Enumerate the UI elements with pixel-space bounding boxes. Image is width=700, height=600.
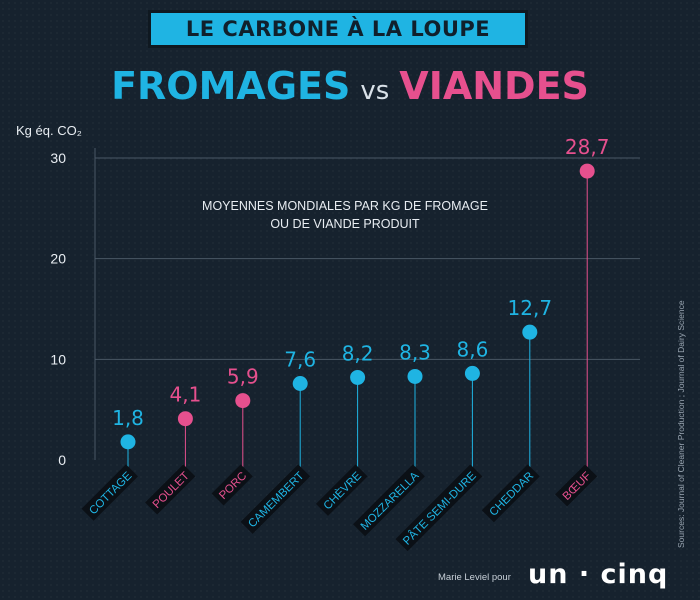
- category-label: CHEDDAR: [481, 464, 540, 523]
- category-label: COTTAGE: [81, 464, 138, 521]
- headline-right: VIANDES: [399, 64, 589, 108]
- category-label-box: [211, 464, 253, 506]
- value-label: 7,6: [284, 347, 316, 371]
- value-label: 8,6: [456, 337, 488, 361]
- value-label: 1,8: [112, 406, 144, 430]
- category-label: BŒUF: [555, 464, 598, 507]
- category-label-text: CHÈVRE: [321, 469, 364, 512]
- value-label: 4,1: [169, 383, 201, 407]
- y-tick-label: 30: [50, 150, 66, 166]
- category-label-text: POULET: [151, 470, 192, 511]
- category-label-text: CHEDDAR: [488, 470, 537, 519]
- category-label-box: [395, 464, 483, 552]
- category-label-text: CAMEMBERT: [246, 470, 306, 530]
- lollipop-dot: [579, 163, 595, 179]
- lollipop-dot: [522, 324, 538, 340]
- lollipop-dot: [464, 365, 480, 381]
- headline: FROMAGES vs VIANDES: [0, 64, 700, 108]
- y-tick-label: 10: [50, 351, 66, 367]
- headline-vs: vs: [360, 76, 390, 106]
- lollipop-dot: [177, 411, 193, 427]
- lollipop-dot: [120, 434, 136, 450]
- y-tick-label: 20: [50, 251, 66, 267]
- category-label: CHÈVRE: [315, 464, 368, 516]
- value-label: 5,9: [227, 365, 259, 389]
- category-label-box: [481, 464, 540, 523]
- category-label: POULET: [145, 464, 196, 515]
- category-label-box: [145, 464, 196, 515]
- y-tick-label: 0: [58, 452, 66, 468]
- value-label: 8,2: [342, 341, 374, 365]
- value-label: 12,7: [508, 296, 553, 320]
- category-label-box: [240, 464, 311, 534]
- value-label: 8,3: [399, 340, 431, 364]
- category-label-box: [353, 464, 425, 537]
- headline-left: FROMAGES: [111, 64, 351, 108]
- author-credit: Marie Leviel pour: [438, 572, 511, 583]
- value-label: 28,7: [565, 135, 610, 159]
- category-label-box: [81, 464, 138, 521]
- category-label-text: COTTAGE: [87, 470, 134, 517]
- lollipop-dot: [235, 393, 251, 409]
- source-text: Sources: Journal of Cleaner Production ;…: [676, 300, 686, 548]
- y-axis-label: Kg éq. CO₂: [16, 123, 82, 138]
- banner-title: LE CARBONE À LA LOUPE: [185, 17, 491, 41]
- category-label-box: [315, 464, 368, 516]
- chart-subtitle: MOYENNES MONDIALES PAR KG DE FROMAGE OU …: [170, 197, 520, 233]
- category-label-box: [555, 464, 598, 507]
- category-label: PORC: [211, 464, 253, 506]
- subtitle-line-2: OU DE VIANDE PRODUIT: [270, 217, 420, 231]
- lollipop-dot: [350, 369, 366, 385]
- title-banner: LE CARBONE À LA LOUPE: [148, 10, 528, 48]
- subtitle-line-1: MOYENNES MONDIALES PAR KG DE FROMAGE: [202, 199, 488, 213]
- lollipop-dot: [292, 375, 308, 391]
- lollipop-dot: [407, 368, 423, 384]
- brand-logo: un · cinq: [528, 559, 669, 590]
- source-note: Sources: Journal of Cleaner Production ;…: [676, 258, 688, 548]
